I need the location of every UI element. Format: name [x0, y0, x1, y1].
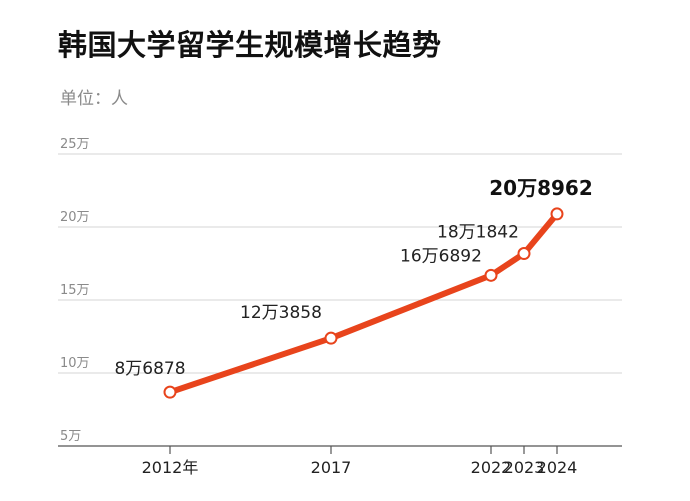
x-tick-label: 2024 [537, 458, 578, 477]
y-tick-label: 15万 [60, 283, 90, 298]
data-label: 8万6878 [114, 359, 185, 379]
x-tick-label: 2017 [311, 458, 352, 477]
x-tick-label: 2012年 [142, 458, 199, 477]
y-tick-label: 20万 [60, 210, 90, 225]
x-tick-label: 2022 [471, 458, 512, 477]
unit-label: 单位：人 [60, 89, 128, 109]
y-tick-label: 10万 [60, 356, 90, 371]
x-tick-label: 2023 [504, 458, 545, 477]
y-tick-label: 25万 [60, 137, 90, 152]
data-point [324, 331, 338, 345]
data-point [163, 385, 177, 399]
data-point [484, 268, 498, 282]
data-label: 16万6892 [400, 246, 482, 266]
data-point [550, 207, 564, 221]
chart-title: 韩国大学留学生规模增长趋势 [58, 28, 442, 62]
y-tick-label: 5万 [60, 429, 81, 444]
data-label: 20万8962 [489, 176, 593, 200]
data-point [517, 247, 531, 261]
data-label: 12万3858 [240, 303, 322, 323]
data-label: 18万1842 [437, 223, 519, 243]
